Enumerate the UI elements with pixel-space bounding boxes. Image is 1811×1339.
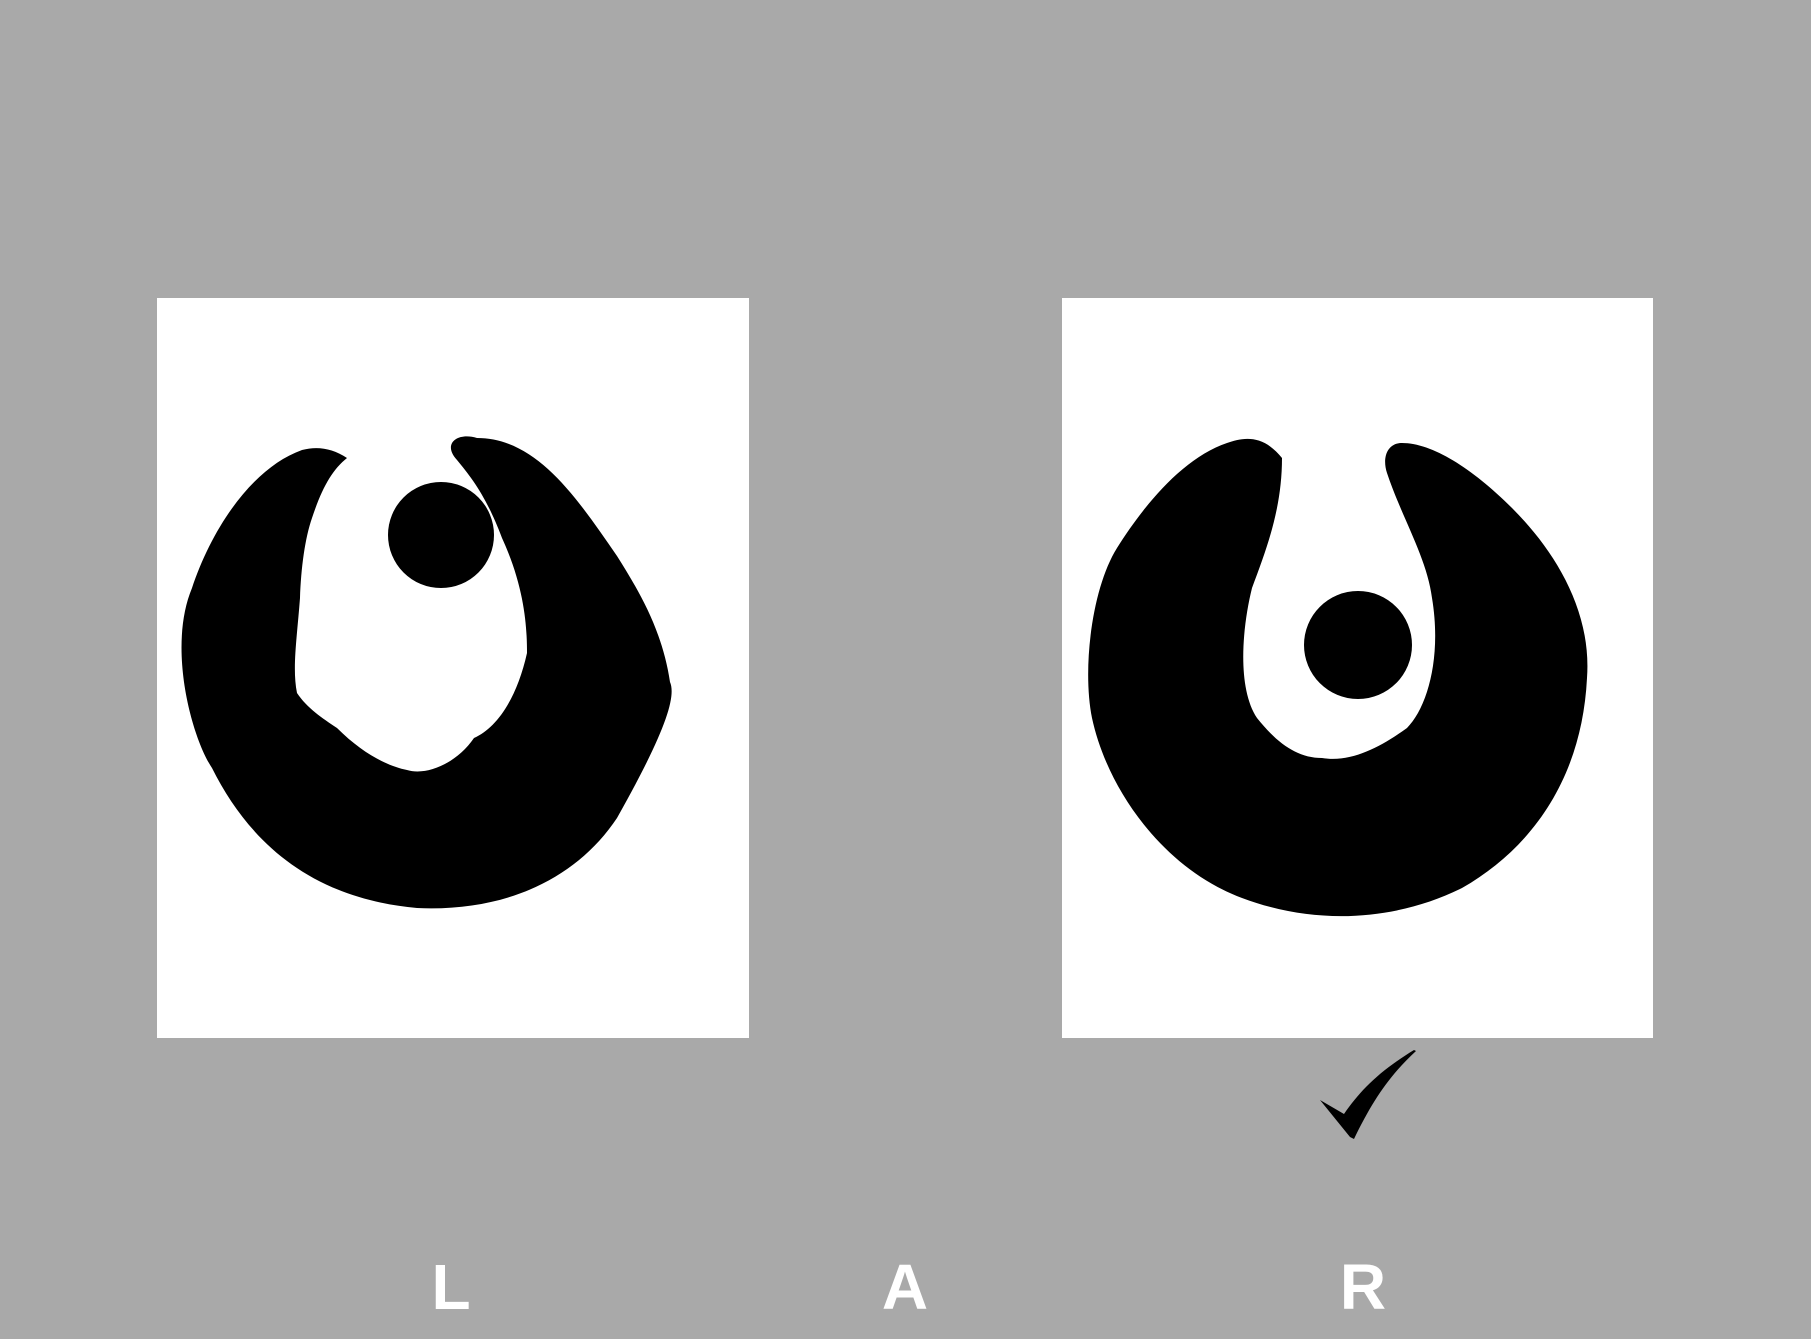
right-option-card[interactable] xyxy=(1062,298,1653,1038)
left-option-card[interactable] xyxy=(157,298,749,1038)
choice-equal-label[interactable]: A xyxy=(881,1251,929,1323)
crescent-with-dot-icon xyxy=(181,436,672,909)
choice-right-label[interactable]: R xyxy=(1339,1251,1387,1323)
choice-left-label[interactable]: L xyxy=(431,1251,471,1323)
checkmark-icon xyxy=(1320,1050,1416,1139)
crescent-with-dot-icon xyxy=(1088,438,1588,917)
